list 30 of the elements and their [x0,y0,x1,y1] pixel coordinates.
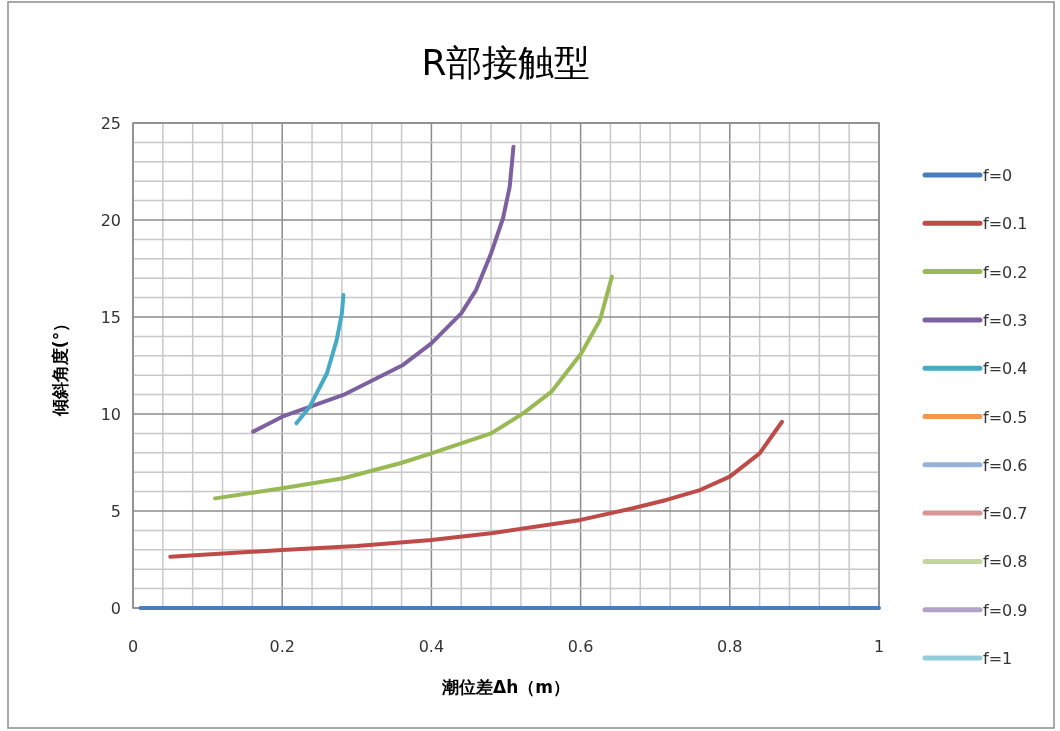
line-series [213,274,614,501]
legend-label: f=0.8 [983,552,1028,572]
y-tick-label: 0 [110,599,121,618]
x-tick-label: 0 [127,637,139,656]
x-tick-label: 0.8 [717,637,743,656]
legend-label: f=0.5 [983,407,1028,427]
line-series [294,293,346,426]
legend-label: f=1 [983,649,1013,668]
y-tick-label: 15 [100,308,121,327]
x-tick-label: 0.4 [418,637,445,656]
legend-label: f=0.3 [983,310,1028,330]
chart-title: R部接触型 [421,42,591,83]
line-series [251,144,516,434]
legend-label: f=0.1 [983,214,1028,234]
legend-label: f=0.6 [983,455,1028,475]
legend-label: f=0.2 [983,262,1028,282]
y-tick-label: 20 [100,211,121,230]
legend-label: f=0 [983,166,1013,185]
legend-label: f=0.7 [983,504,1028,524]
x-tick-label: 0.6 [567,637,594,656]
y-tick-label: 5 [110,502,121,521]
y-axis-title: 傾斜角度(°） [50,314,70,418]
x-tick-label: 0.2 [269,637,295,656]
x-axis-title: 潮位差Δh（m） [441,677,570,697]
line-series [168,419,785,559]
x-tick-label: 1 [873,637,885,656]
legend-label: f=0.4 [983,359,1028,379]
y-tick-label: 10 [100,405,121,424]
y-tick-label: 25 [100,114,121,133]
legend-label: f=0.9 [983,600,1028,620]
